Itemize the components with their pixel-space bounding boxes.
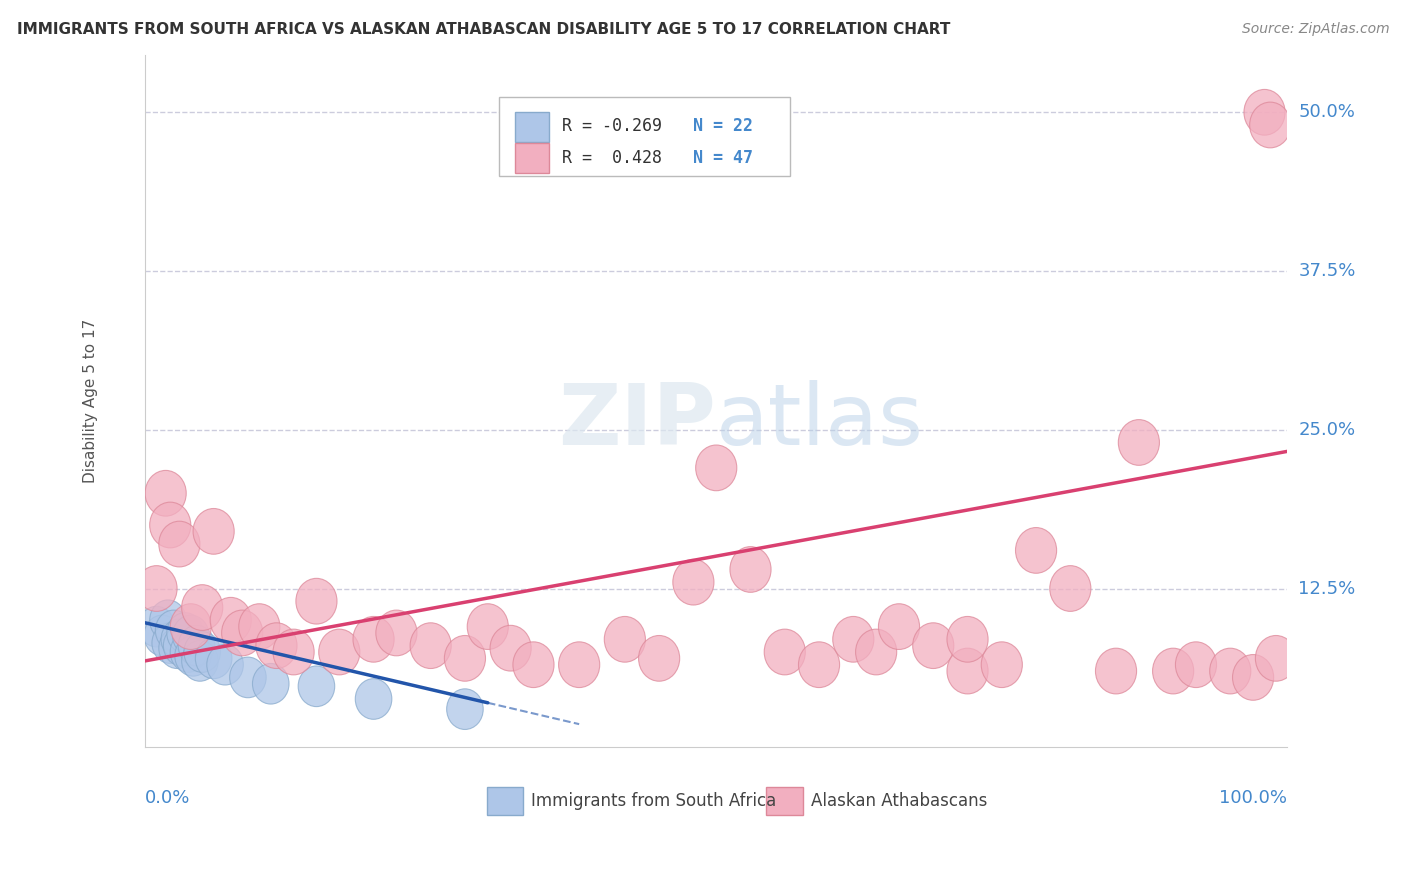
Circle shape [696,445,737,491]
Circle shape [143,615,180,656]
Text: 25.0%: 25.0% [1299,421,1355,439]
Circle shape [298,666,335,706]
Circle shape [136,566,177,611]
Circle shape [981,642,1022,688]
Circle shape [1209,648,1251,694]
Text: R = -0.269: R = -0.269 [562,118,662,136]
Circle shape [1233,655,1274,700]
Circle shape [211,598,252,643]
Circle shape [447,689,484,730]
Circle shape [1015,527,1057,574]
Circle shape [605,616,645,662]
Circle shape [149,502,191,548]
FancyBboxPatch shape [486,788,523,815]
Circle shape [295,578,337,624]
Circle shape [173,615,209,656]
Circle shape [253,664,290,704]
Text: ZIP: ZIP [558,381,716,464]
Circle shape [491,625,531,671]
Circle shape [1250,102,1291,148]
Circle shape [799,642,839,688]
Circle shape [170,632,207,673]
Circle shape [1244,89,1285,136]
Circle shape [730,547,770,592]
Circle shape [162,619,198,659]
FancyBboxPatch shape [515,143,550,173]
Circle shape [353,616,394,662]
Circle shape [832,616,875,662]
Circle shape [195,638,232,679]
Circle shape [879,604,920,649]
Text: 12.5%: 12.5% [1299,580,1355,598]
Circle shape [170,604,211,649]
Circle shape [174,635,211,676]
Circle shape [356,679,392,719]
Circle shape [319,629,360,675]
Text: IMMIGRANTS FROM SOUTH AFRICA VS ALASKAN ATHABASCAN DISABILITY AGE 5 TO 17 CORREL: IMMIGRANTS FROM SOUTH AFRICA VS ALASKAN … [17,22,950,37]
Circle shape [1256,635,1296,681]
Circle shape [467,604,509,649]
Circle shape [159,521,200,567]
Text: 37.5%: 37.5% [1299,262,1355,280]
Text: R =  0.428: R = 0.428 [562,149,662,168]
Circle shape [145,470,186,516]
Circle shape [375,610,418,656]
Circle shape [149,600,186,640]
Circle shape [273,629,314,675]
Circle shape [948,616,988,662]
FancyBboxPatch shape [515,112,550,143]
Circle shape [765,629,806,675]
FancyBboxPatch shape [766,788,803,815]
Circle shape [229,657,266,698]
Text: Alaskan Athabascans: Alaskan Athabascans [811,792,987,810]
Circle shape [167,613,204,653]
Circle shape [638,635,679,681]
Circle shape [558,642,600,688]
Text: N = 47: N = 47 [693,149,754,168]
Circle shape [411,623,451,668]
Circle shape [912,623,953,668]
Circle shape [444,635,485,681]
Circle shape [1095,648,1136,694]
Circle shape [1050,566,1091,611]
Text: 50.0%: 50.0% [1299,103,1355,121]
Circle shape [673,559,714,605]
Circle shape [948,648,988,694]
Text: 100.0%: 100.0% [1219,789,1288,806]
Text: Disability Age 5 to 17: Disability Age 5 to 17 [83,319,98,483]
Circle shape [159,628,195,668]
Circle shape [256,623,297,668]
Circle shape [156,610,193,651]
Circle shape [856,629,897,675]
Circle shape [1175,642,1216,688]
Circle shape [207,644,243,685]
Circle shape [181,640,218,681]
Circle shape [513,642,554,688]
Text: Source: ZipAtlas.com: Source: ZipAtlas.com [1241,22,1389,37]
Text: 0.0%: 0.0% [145,789,190,806]
Text: Immigrants from South Africa: Immigrants from South Africa [531,792,776,810]
Circle shape [138,607,174,647]
Circle shape [222,610,263,656]
Text: atlas: atlas [716,381,924,464]
FancyBboxPatch shape [499,96,790,177]
Circle shape [152,623,188,664]
Circle shape [1153,648,1194,694]
Circle shape [181,584,222,631]
Circle shape [239,604,280,649]
Circle shape [179,625,215,666]
Text: N = 22: N = 22 [693,118,754,136]
Circle shape [1118,419,1160,466]
Circle shape [163,625,200,666]
Circle shape [193,508,235,554]
Circle shape [184,632,221,673]
